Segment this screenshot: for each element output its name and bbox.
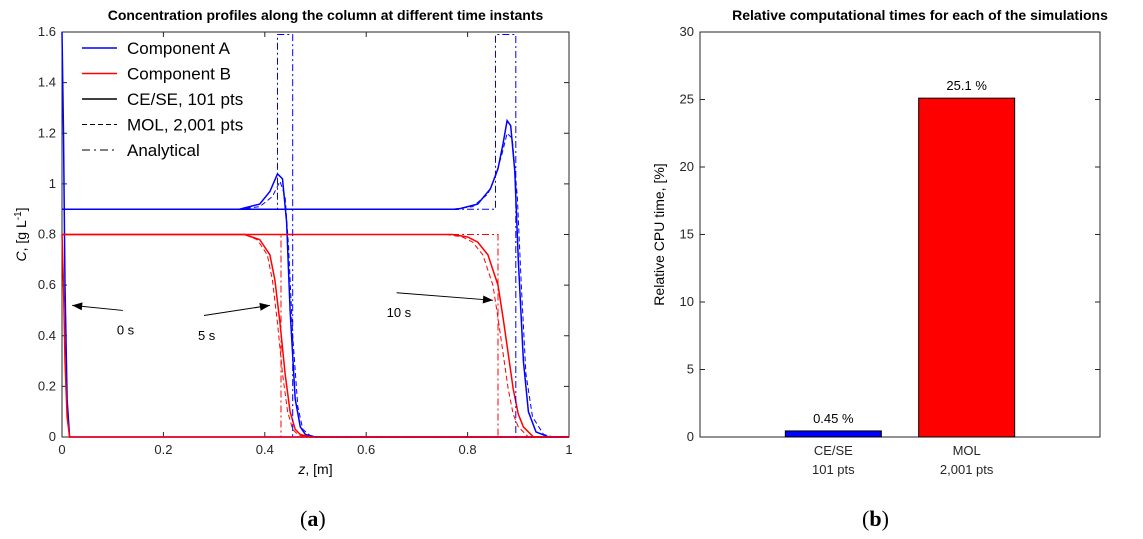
chart-a-x-axis-label: z, [m] — [297, 461, 332, 477]
series-line — [62, 118, 569, 438]
y-tick-label: 1.4 — [38, 75, 56, 90]
series-line — [62, 234, 569, 438]
series-line — [62, 132, 569, 438]
annotation-arrow — [203, 304, 270, 316]
legend-label: Analytical — [127, 141, 200, 160]
y-tick-label: 5 — [687, 362, 694, 377]
caption-b-letter: b — [869, 506, 882, 531]
x-category-label: MOL — [953, 443, 981, 458]
chart-b-ticks: 0 5 10 15 20 25 30 CE/SE 101 pts MOL 2,001 pts — [680, 24, 1100, 477]
series-line — [62, 179, 569, 438]
y-tick-label: 0 — [687, 429, 694, 444]
time-annotation-label: 0 s — [117, 323, 135, 338]
x-tick-label: 1 — [565, 442, 572, 457]
chart-a-ticks: 0 0.2 0.4 0.6 0.8 1 0 0.2 0.4 0.6 0.8 1 1.2 1.4 1.6 — [38, 24, 573, 457]
y-tick-label: 10 — [680, 294, 694, 309]
y-tick-label: 1.2 — [38, 125, 56, 140]
y-tick-label: 30 — [680, 24, 694, 39]
chart-a-y-axis-exponent: -1 — [13, 211, 24, 220]
x-tick-label: 0.4 — [256, 442, 274, 457]
legend-label: CE/SE, 101 pts — [127, 90, 243, 109]
chart-b-y-axis-label: Relative CPU time, [%] — [651, 163, 667, 305]
series-line — [62, 234, 569, 438]
x-tick-label: 0.8 — [459, 442, 477, 457]
y-tick-label: 0.6 — [38, 277, 56, 292]
series-line — [62, 234, 569, 438]
x-category-label: 2,001 pts — [940, 462, 994, 477]
y-tick-label: 0.2 — [38, 378, 56, 393]
series-line — [62, 233, 569, 438]
x-tick-label: 0.2 — [154, 442, 172, 457]
bar — [784, 430, 882, 438]
y-tick-label: 15 — [680, 227, 694, 242]
x-tick-label: 0.6 — [357, 442, 375, 457]
annotation-arrowhead — [72, 302, 83, 311]
cpu-times-bar-chart: Relative computational times for each of… — [651, 7, 1108, 477]
chart-a-y-axis-variable: C — [13, 251, 29, 262]
bar-data-label: 0.45 % — [813, 411, 854, 426]
chart-a-title: Concentration profiles along the column … — [108, 7, 544, 23]
y-tick-label: 0.4 — [38, 328, 56, 343]
chart-a-legend: Component A Component B CE/SE, 101 pts MOL,… — [82, 39, 243, 160]
chart-b-plot-frame — [699, 31, 1101, 438]
chart-b-title: Relative computational times for each of… — [732, 7, 1108, 23]
x-category-label: 101 pts — [812, 462, 855, 477]
annotation-arrowhead — [482, 295, 493, 304]
chart-a-y-axis-close: ] — [13, 207, 29, 211]
chart-a-annotations: 0 s 5 s 10 s — [72, 292, 493, 343]
legend-label: Component A — [127, 39, 231, 58]
series-line — [62, 172, 569, 438]
chart-a-x-axis-unit: , [m] — [305, 461, 332, 477]
bar-data-label: 25.1 % — [946, 78, 987, 93]
y-tick-label: 0 — [49, 429, 56, 444]
concentration-profiles-chart: Concentration profiles along the column … — [13, 7, 573, 477]
y-tick-label: 1 — [49, 176, 56, 191]
y-tick-label: 0.8 — [38, 227, 56, 242]
y-tick-label: 1.6 — [38, 24, 56, 39]
y-tick-label: 20 — [680, 159, 694, 174]
chart-a-series — [61, 31, 569, 438]
annotation-arrow — [396, 292, 493, 301]
y-tick-label: 25 — [680, 92, 694, 107]
bar — [918, 97, 1016, 438]
series-line — [62, 233, 569, 438]
caption-a: (a) — [300, 506, 326, 531]
chart-b-bars: 0.45 % 25.1 % — [784, 78, 1016, 438]
legend-label: MOL, 2,001 pts — [127, 116, 243, 135]
time-annotation-label: 5 s — [198, 328, 216, 343]
chart-a-y-axis-unit: , [g L — [13, 220, 29, 251]
annotation-arrowhead — [259, 302, 270, 311]
caption-a-letter: a — [307, 506, 319, 531]
chart-a-x-axis-variable: z — [297, 461, 305, 477]
chart-a-y-axis-label: C, [g L-1] — [13, 207, 30, 261]
series-line — [61, 234, 569, 438]
legend-label: Component B — [127, 65, 231, 84]
caption-b: (b) — [862, 506, 889, 531]
x-tick-label: 0 — [58, 442, 65, 457]
series-line — [62, 234, 569, 438]
time-annotation-label: 10 s — [387, 305, 412, 320]
x-category-label: CE/SE — [814, 443, 853, 458]
